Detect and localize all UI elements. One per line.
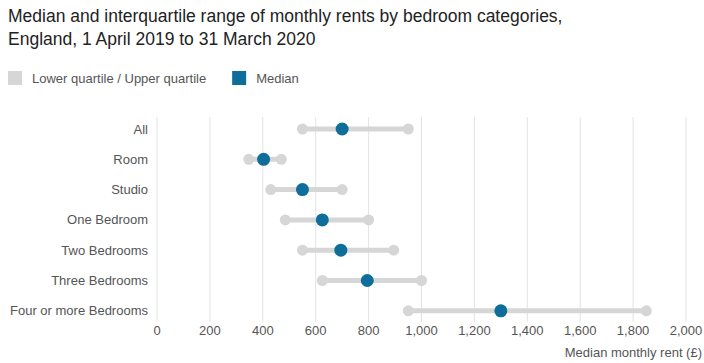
grid-line <box>633 117 634 322</box>
upper-quartile-dot <box>388 245 399 256</box>
category-label: One Bedroom <box>67 212 148 227</box>
tick-label: 0 <box>153 323 160 338</box>
category-label: Two Bedrooms <box>61 243 148 258</box>
range-bar <box>302 127 408 132</box>
category-label: Three Bedrooms <box>51 273 148 288</box>
upper-quartile-dot <box>276 154 287 165</box>
category-label: Studio <box>111 182 148 197</box>
median-dot <box>257 153 270 166</box>
tick-label: 200 <box>199 323 221 338</box>
grid-line <box>580 117 581 322</box>
marks <box>243 123 652 318</box>
lower-quartile-dot <box>297 124 308 135</box>
grid-line <box>157 117 158 322</box>
lower-quartile-dot <box>403 305 414 316</box>
upper-quartile-dot <box>363 214 374 225</box>
chart: Median and interquartile range of monthl… <box>0 0 704 363</box>
grid-line <box>262 117 263 322</box>
lower-quartile-dot <box>297 245 308 256</box>
range-bar <box>302 248 393 253</box>
legend: Lower quartile / Upper quartile Median <box>8 71 299 86</box>
legend-swatch <box>8 71 22 85</box>
x-axis: 0 200 400 600 800 1,000 1,200 1,400 1,600 1,800 2,… <box>153 117 702 338</box>
tick-label: 1,800 <box>617 323 650 338</box>
category-label: All <box>134 122 149 137</box>
lower-quartile-dot <box>243 154 254 165</box>
median-dot <box>494 304 507 317</box>
legend-label: Lower quartile / Upper quartile <box>32 71 206 86</box>
legend-label: Median <box>256 71 299 86</box>
tick-label: 1,000 <box>405 323 438 338</box>
lower-quartile-dot <box>280 214 291 225</box>
median-dot <box>316 213 329 226</box>
title: Median and interquartile range of monthl… <box>8 6 562 49</box>
grid-line <box>527 117 528 322</box>
legend-swatch <box>232 71 246 85</box>
lower-quartile-dot <box>317 275 328 286</box>
median-dot <box>336 123 349 136</box>
tick-label: 800 <box>358 323 380 338</box>
median-dot <box>361 274 374 287</box>
median-dot <box>334 244 347 257</box>
range-bar <box>408 308 646 313</box>
grid-line <box>209 117 210 322</box>
category-label: Four or more Bedrooms <box>10 303 148 318</box>
lower-quartile-dot <box>265 184 276 195</box>
median-dot <box>296 183 309 196</box>
grid-line <box>686 117 687 322</box>
y-axis: All Room Studio One Bedroom Two Bedrooms Thre… <box>10 122 148 319</box>
axis-title: Median monthly rent (£) <box>565 345 702 360</box>
upper-quartile-dot <box>337 184 348 195</box>
tick-label: 2,000 <box>670 323 703 338</box>
category-label: Room <box>113 152 148 167</box>
tick-label: 1,400 <box>511 323 544 338</box>
upper-quartile-dot <box>416 275 427 286</box>
grid-line <box>474 117 475 322</box>
tick-label: 1,600 <box>564 323 597 338</box>
tick-label: 400 <box>252 323 274 338</box>
grid-line <box>421 117 422 322</box>
upper-quartile-dot <box>641 305 652 316</box>
tick-label: 1,200 <box>458 323 491 338</box>
tick-label: 600 <box>305 323 327 338</box>
upper-quartile-dot <box>403 124 414 135</box>
